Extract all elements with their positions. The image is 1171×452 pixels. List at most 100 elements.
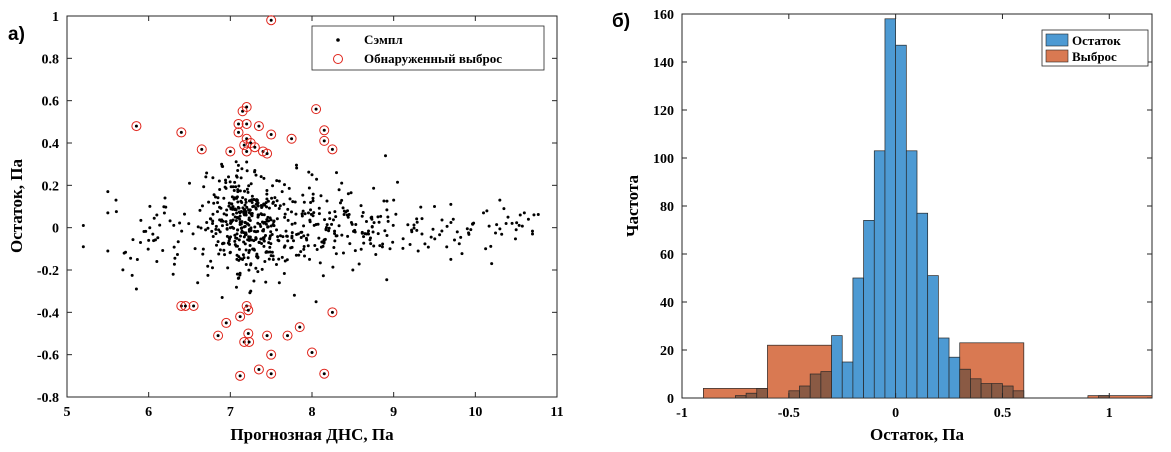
- sample-point: [266, 250, 270, 254]
- sample-point: [236, 205, 240, 209]
- sample-point: [234, 236, 238, 240]
- sample-point: [290, 222, 294, 226]
- sample-point: [162, 211, 166, 215]
- sample-point: [396, 180, 400, 184]
- outlier-point: [327, 307, 338, 318]
- sample-point: [271, 254, 275, 258]
- sample-point: [235, 211, 239, 215]
- histogram-y-tick-label: 140: [653, 56, 674, 71]
- sample-point: [333, 210, 337, 214]
- sample-point: [308, 218, 312, 222]
- sample-point: [211, 234, 215, 238]
- outlier-point: [235, 370, 246, 381]
- sample-point: [467, 231, 471, 235]
- histogram-y-axis-label: Частота: [623, 175, 642, 237]
- outlier-point: [221, 317, 232, 328]
- sample-point: [311, 199, 315, 203]
- sample-point: [294, 253, 298, 257]
- sample-point: [518, 213, 522, 217]
- sample-point: [319, 245, 323, 249]
- sample-point: [306, 233, 310, 237]
- sample-point: [220, 296, 224, 300]
- sample-point: [472, 221, 476, 225]
- sample-point: [241, 206, 245, 210]
- sample-point: [353, 230, 357, 234]
- sample-point: [532, 213, 536, 217]
- sample-point: [228, 226, 232, 230]
- sample-point: [302, 247, 306, 251]
- residual-bar: [873, 150, 886, 399]
- outlier-point: [319, 368, 330, 379]
- outlier-point: [243, 305, 254, 316]
- sample-point: [249, 182, 253, 186]
- sample-point: [504, 222, 508, 226]
- sample-point: [244, 248, 248, 252]
- overlap-bar: [970, 378, 982, 399]
- histogram-x-axis-label: Остаток, Па: [870, 425, 965, 444]
- sample-point: [385, 278, 389, 282]
- sample-point: [294, 212, 298, 216]
- outlier-sample-point: [245, 105, 249, 109]
- sample-point: [440, 218, 444, 222]
- outlier-sample-point: [246, 332, 250, 335]
- sample-point: [162, 205, 166, 209]
- sample-point: [234, 185, 238, 189]
- sample-point: [325, 199, 329, 203]
- legend-label-outlier-hist: Выброс: [1072, 49, 1117, 64]
- overlap-bar: [1002, 385, 1014, 399]
- sample-point: [412, 226, 416, 230]
- sample-point: [353, 249, 357, 253]
- sample-point: [200, 204, 204, 208]
- sample-point: [314, 300, 318, 304]
- sample-point: [250, 211, 254, 215]
- sample-point: [293, 221, 297, 225]
- sample-point: [237, 238, 241, 242]
- sample-point: [201, 247, 205, 251]
- sample-point: [168, 219, 172, 223]
- residual-bar: [895, 44, 907, 399]
- sample-point: [172, 223, 176, 227]
- sample-point: [236, 228, 240, 232]
- sample-point: [271, 201, 275, 205]
- sample-point: [240, 200, 244, 204]
- sample-point: [155, 213, 159, 217]
- sample-point: [144, 229, 148, 233]
- sample-point: [302, 244, 306, 248]
- histogram-y-tick-label: 60: [660, 248, 674, 263]
- sample-point: [469, 228, 473, 232]
- sample-point: [205, 221, 209, 225]
- sample-point: [333, 239, 337, 243]
- sample-point: [299, 236, 303, 240]
- sample-point: [341, 251, 345, 255]
- sample-point: [277, 239, 281, 243]
- sample-point: [381, 242, 385, 246]
- sample-point: [188, 181, 191, 185]
- sample-point: [419, 205, 423, 209]
- sample-point: [220, 164, 224, 168]
- outlier-sample-point: [257, 124, 261, 128]
- scatter-plot-area: [66, 15, 558, 398]
- sample-point: [264, 201, 268, 205]
- sample-point: [255, 252, 259, 256]
- sample-point: [451, 217, 455, 221]
- sample-point: [81, 224, 85, 228]
- sample-point: [290, 231, 294, 235]
- residual-bar: [905, 150, 918, 399]
- sample-point: [386, 215, 390, 219]
- sample-point: [306, 211, 310, 215]
- outlier-sample-point: [237, 130, 240, 134]
- sample-point: [327, 226, 331, 230]
- sample-point: [415, 228, 419, 232]
- scatter-y-tick-label: -0.8: [37, 391, 59, 406]
- sample-point: [220, 224, 224, 228]
- sample-point: [215, 243, 219, 247]
- sample-point: [199, 226, 203, 230]
- sample-point: [211, 219, 215, 223]
- sample-point: [287, 186, 291, 190]
- sample-point: [218, 248, 222, 252]
- sample-point: [212, 193, 216, 197]
- sample-point: [283, 259, 287, 263]
- sample-point: [273, 196, 277, 200]
- sample-point: [284, 229, 288, 233]
- sample-point: [423, 242, 427, 246]
